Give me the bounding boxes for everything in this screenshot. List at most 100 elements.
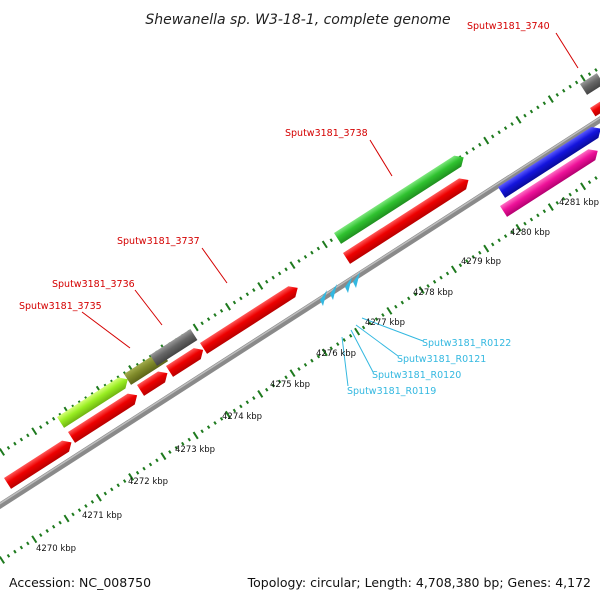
scale-tick-upper (31, 427, 38, 436)
scale-tick-lower (503, 234, 508, 239)
gene-forward-edge-body (590, 100, 600, 117)
scale-tick-lower (135, 470, 140, 475)
scale-tick-lower (155, 458, 159, 463)
scale-tick-upper (587, 72, 592, 77)
scale-tick-lower (95, 493, 102, 502)
gene-label-3738: Sputw3181_3738 (285, 128, 368, 139)
scale-tick-lower (265, 387, 269, 392)
scale-tick-lower (310, 358, 314, 363)
scale-tick-lower (381, 313, 385, 317)
scale-label-4270: 4270 kbp (36, 544, 76, 554)
scale-tick-lower (386, 306, 393, 315)
scale-tick-lower (160, 452, 167, 461)
gene-forward-3738-lower (343, 178, 469, 264)
scale-tick-lower (478, 250, 482, 255)
scale-tick-lower (394, 304, 398, 309)
scale-tick-lower (271, 383, 275, 388)
scale-tick-lower (84, 504, 88, 508)
scale-tick-lower (71, 512, 75, 517)
scale-tick-upper (51, 416, 56, 421)
scale-tick-upper (13, 441, 17, 446)
scale-tick-lower (174, 446, 179, 450)
scale-tick-upper (503, 126, 508, 131)
scale-tick-upper (510, 122, 514, 126)
scale-tick-lower (510, 230, 514, 234)
scale-tick-lower (148, 462, 153, 467)
genome-backbone-highlight (0, 116, 600, 505)
scale-tick-upper (213, 313, 217, 317)
scale-label-4271: 4271 kbp (82, 511, 122, 521)
scale-tick-lower (63, 514, 70, 523)
scale-tick-lower (348, 333, 353, 338)
scale-tick-lower (374, 317, 379, 322)
scale-tick-lower (51, 524, 56, 529)
scale-tick-lower (239, 404, 243, 409)
scale-tick-upper (329, 238, 333, 243)
scale-tick-lower (547, 203, 554, 211)
scale-tick-upper (289, 261, 296, 270)
leader-line-3738 (369, 139, 393, 177)
rna-marker (330, 284, 337, 300)
scale-tick-upper (536, 105, 540, 110)
scale-tick-lower (439, 275, 443, 280)
scale-tick-upper (206, 317, 211, 322)
scale-tick-lower (587, 180, 592, 185)
scale-tick-lower (426, 284, 430, 288)
scale-tick-upper (277, 271, 282, 276)
scale-label-4281: 4281 kbp (559, 198, 599, 208)
scale-tick-upper (547, 95, 554, 103)
gene-3738 (334, 155, 464, 244)
scale-tick-upper (562, 88, 566, 93)
rna-features (320, 272, 360, 306)
scale-tick-lower (45, 529, 49, 533)
scale-tick-lower (536, 213, 540, 218)
scale-tick-lower (361, 325, 366, 330)
scale-tick-upper (245, 292, 250, 297)
scale-tick-upper (265, 279, 269, 284)
scale-tick-lower (471, 255, 476, 259)
gene-label-3740: Sputw3181_3740 (467, 21, 550, 32)
gene-3735-body (57, 377, 128, 428)
scale-tick-lower (181, 441, 185, 446)
gene-3735 (57, 377, 128, 428)
scale-tick-lower (342, 338, 346, 342)
scale-tick-upper (490, 134, 495, 139)
gene-3736 (150, 329, 198, 366)
rna-label-r0120: Sputw3181_R0120 (372, 370, 461, 381)
gene-forward-2-body (68, 393, 138, 443)
scale-tick-upper (478, 142, 482, 147)
gene-3740-body (580, 73, 600, 95)
scale-tick-upper (523, 113, 527, 118)
scale-tick-lower (400, 300, 405, 305)
scale-tick-upper (39, 425, 43, 429)
scale-tick-lower (555, 201, 559, 205)
leader-line-r0119 (341, 336, 349, 387)
scale-tick-lower (465, 259, 469, 263)
gene-forward-4 (166, 348, 204, 377)
scale-tick-upper (542, 101, 547, 106)
scale-tick-lower (6, 553, 11, 558)
scale-tick-lower (497, 238, 501, 243)
scale-tick-upper (515, 115, 522, 124)
scale-label-4275: 4275 kbp (270, 380, 310, 390)
scale-tick-lower (445, 271, 450, 276)
scale-tick-lower (213, 421, 217, 425)
scale-ticks-lower (0, 176, 598, 564)
scale-tick-upper (0, 448, 6, 456)
scale-tick-lower (432, 279, 437, 284)
scale-label-4278: 4278 kbp (413, 288, 453, 298)
scale-tick-lower (284, 375, 288, 380)
gene-pink (500, 149, 598, 217)
scale-tick-upper (200, 321, 204, 326)
scale-tick-lower (336, 342, 340, 346)
scale-tick-lower (257, 390, 264, 398)
scale-tick-lower (192, 431, 199, 440)
scale-tick-lower (232, 408, 237, 413)
genome-backbone (0, 116, 600, 510)
rna-marker (345, 277, 352, 293)
accession-text: Accession: NC_008750 (9, 575, 151, 590)
scale-tick-lower (200, 429, 204, 434)
scale-tick-lower (594, 176, 598, 180)
scale-label-4277: 4277 kbp (365, 318, 405, 328)
